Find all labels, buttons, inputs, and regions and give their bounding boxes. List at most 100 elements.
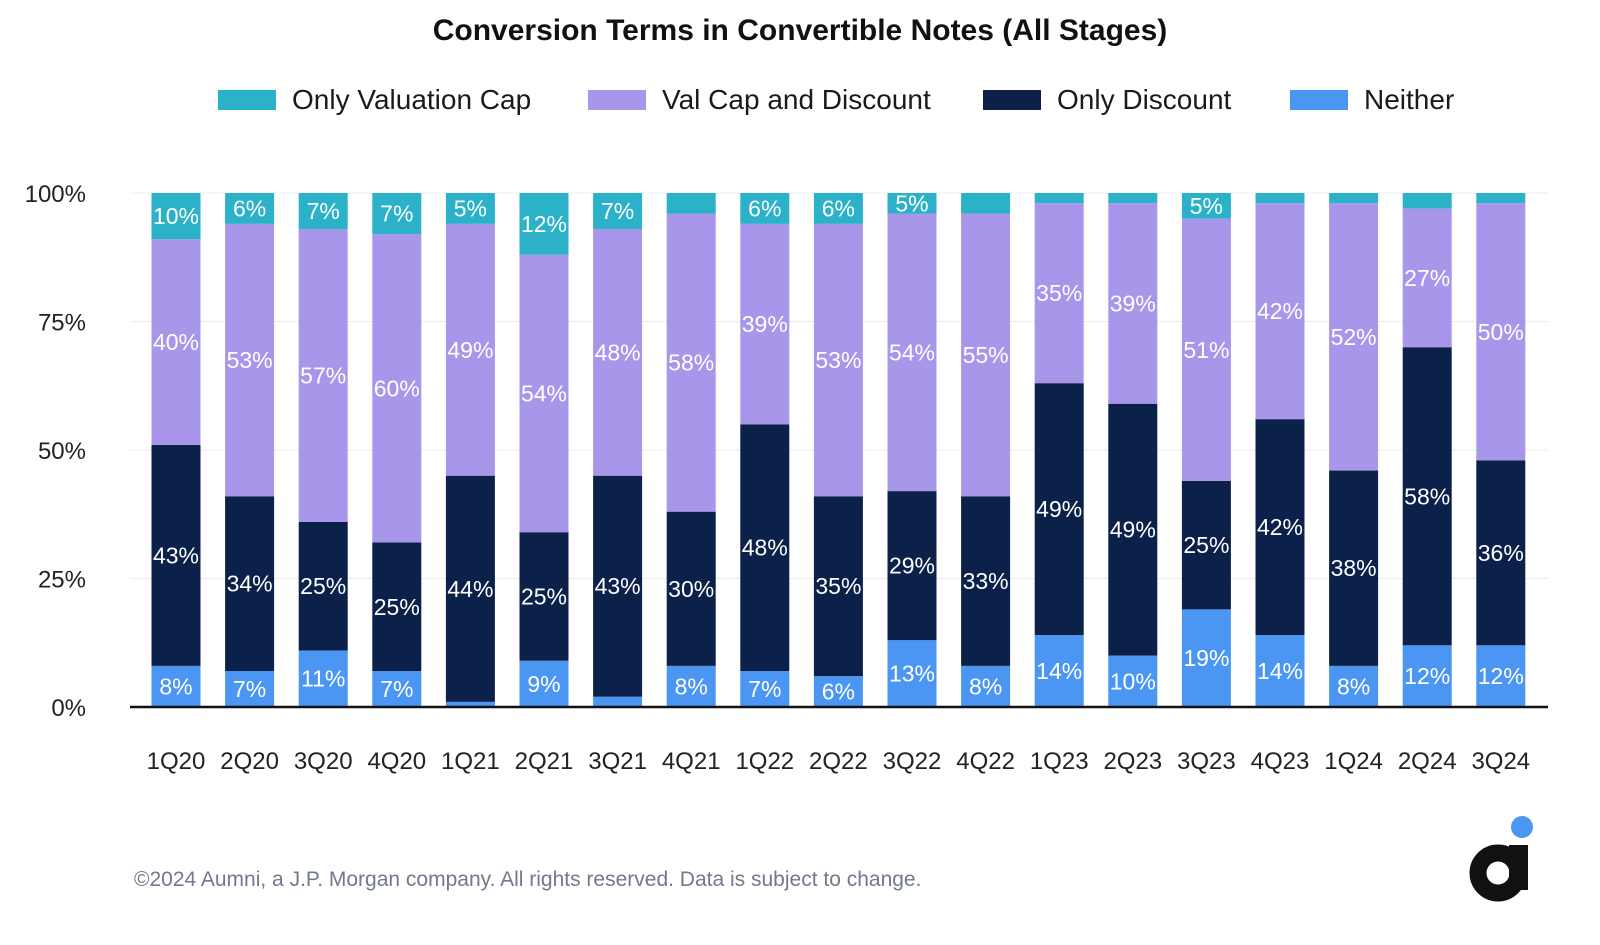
y-tick-label: 100% (25, 181, 86, 208)
bar-segment (740, 223, 790, 425)
bar-segment (1329, 193, 1379, 204)
data-label: 36% (1478, 540, 1524, 566)
bar-segment (1402, 193, 1452, 209)
data-label: 27% (1404, 265, 1450, 291)
data-label: 7% (380, 676, 413, 702)
data-label: 7% (601, 198, 634, 224)
data-label: 53% (227, 347, 273, 373)
bar-segment (1255, 635, 1305, 707)
bar-segment (593, 193, 643, 229)
data-label: 9% (527, 671, 560, 697)
bar-segment (1108, 193, 1158, 204)
bar-segment (1034, 203, 1084, 384)
bar-segment (1108, 203, 1158, 404)
data-label: 54% (889, 339, 935, 365)
aumni-logo-icon (1469, 816, 1533, 902)
bar-group: 7% 34% 53% 6% (225, 193, 275, 707)
data-label: 7% (748, 676, 781, 702)
bar-segment (519, 532, 569, 661)
data-label: 55% (963, 342, 1009, 368)
x-tick-label: 4Q20 (367, 748, 426, 775)
data-label: 14% (1257, 658, 1303, 684)
bar-group: 8% 33% 55% (961, 193, 1011, 707)
data-label: 54% (521, 380, 567, 406)
bar-segment (1476, 460, 1526, 646)
data-label: 25% (521, 583, 567, 609)
x-tick-label: 3Q21 (588, 748, 647, 775)
bar-segment (593, 228, 643, 476)
legend-swatch (588, 90, 646, 110)
data-label: 58% (1404, 483, 1450, 509)
data-label: 12% (1404, 663, 1450, 689)
bar-segment (1476, 203, 1526, 461)
data-label: 40% (153, 329, 199, 355)
bar-segment (151, 239, 201, 445)
bar-group: 8% 38% 52% (1329, 193, 1379, 707)
bar-segment (1329, 665, 1379, 707)
data-label: 8% (675, 673, 708, 699)
legend-label: Only Valuation Cap (292, 84, 532, 115)
bar-segment (372, 671, 422, 707)
bar-segment (1402, 347, 1452, 646)
bar-group: 8% 43% 40% 10% (151, 193, 201, 707)
data-label: 6% (822, 679, 855, 705)
bar-segment (1181, 193, 1231, 219)
bar-segment (1476, 645, 1526, 707)
bar-segment (887, 640, 937, 707)
bar-segment (519, 660, 569, 707)
data-label: 5% (1190, 193, 1223, 219)
x-tick-label: 2Q21 (515, 748, 574, 775)
bar-segment (666, 511, 716, 666)
data-label: 43% (153, 542, 199, 568)
bar-segment (1181, 609, 1231, 707)
bar-segment (1034, 383, 1084, 636)
bar-group: 43% 48% 7% (593, 193, 643, 707)
bar-segment (1402, 645, 1452, 707)
data-label: 53% (815, 347, 861, 373)
bar-segment (1108, 655, 1158, 707)
bar-segment (372, 542, 422, 672)
data-label: 43% (595, 573, 641, 599)
bar-segment (1181, 480, 1231, 610)
data-label: 8% (1337, 673, 1370, 699)
logo-dot (1511, 816, 1533, 838)
data-label: 60% (374, 375, 420, 401)
bar-segment (298, 228, 348, 522)
bar-segment (1329, 203, 1379, 471)
x-tick-label: 3Q22 (883, 748, 942, 775)
bar-segment (961, 213, 1011, 497)
bar-group: 14% 42% 42% (1255, 193, 1305, 707)
x-tick-label: 1Q20 (147, 748, 206, 775)
bar-segment (593, 475, 643, 697)
bar-segment (298, 650, 348, 707)
bar-segment (445, 223, 495, 476)
legend-label: Neither (1364, 84, 1455, 115)
data-label: 49% (1110, 517, 1156, 543)
x-tick-label: 1Q22 (735, 748, 794, 775)
data-label: 39% (1110, 291, 1156, 317)
bar-segment (372, 234, 422, 543)
data-label: 10% (1110, 668, 1156, 694)
data-label: 49% (447, 337, 493, 363)
data-label: 6% (822, 195, 855, 221)
data-label: 39% (742, 311, 788, 337)
bar-segment (1034, 193, 1084, 204)
x-tick-label: 3Q20 (294, 748, 353, 775)
bar-group: 7% 25% 60% 7% (372, 193, 422, 707)
data-label: 33% (963, 568, 1009, 594)
bar-segment (740, 193, 790, 224)
bar-segment (519, 254, 569, 533)
data-label: 7% (233, 676, 266, 702)
bar-segment (1181, 218, 1231, 481)
bar-group: 8% 30% 58% (666, 193, 716, 707)
bar-segment (1255, 203, 1305, 420)
bar-segment (961, 496, 1011, 666)
bar-segment (961, 665, 1011, 707)
bar-segment (666, 193, 716, 214)
data-label: 25% (1183, 532, 1229, 558)
copyright-notice: ©2024 Aumni, a J.P. Morgan company. All … (134, 868, 922, 891)
bar-segment (445, 475, 495, 702)
bar-segment (372, 193, 422, 235)
data-label: 35% (815, 573, 861, 599)
x-tick-label: 1Q24 (1324, 748, 1383, 775)
